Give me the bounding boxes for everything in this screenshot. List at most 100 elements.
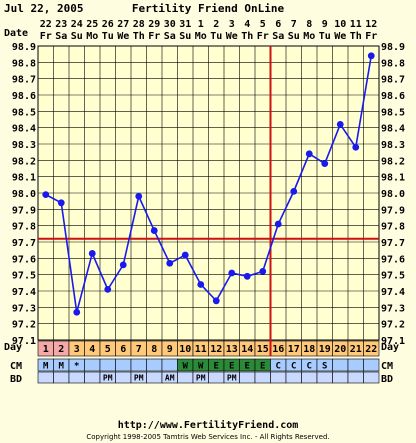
bd-cell xyxy=(332,371,349,384)
bd-value: AM xyxy=(165,374,175,383)
cm-value: E xyxy=(245,362,250,372)
date-number: 9 xyxy=(322,19,328,30)
date-number: 11 xyxy=(350,19,362,30)
y-tick-label-right: 98.4 xyxy=(381,124,405,135)
bd-cell xyxy=(84,371,101,384)
y-tick-label-right: 98.6 xyxy=(381,91,405,102)
y-tick-label-left: 97.7 xyxy=(12,238,36,249)
weekday-label: We xyxy=(117,31,129,42)
cm-row-label-right: CM xyxy=(381,361,393,372)
bd-cell xyxy=(285,371,302,384)
cycle-day-number: 20 xyxy=(334,344,346,355)
cm-cell xyxy=(84,358,101,372)
bd-cell xyxy=(68,371,85,384)
cycle-day-number: 10 xyxy=(179,344,191,355)
cycle-day-number: 5 xyxy=(105,344,111,355)
cm-value: C xyxy=(276,362,281,372)
date-number: 2 xyxy=(213,19,219,30)
temperature-point xyxy=(166,259,174,267)
temperature-point xyxy=(212,297,220,305)
weekday-label: Tu xyxy=(102,31,114,42)
bd-value: PM xyxy=(103,374,113,383)
cm-cell xyxy=(146,358,163,372)
axis-ticks: 98.9 98.9 98.8 98.8 98.7 98.7 98.6 98.6 98.5 98.5… xyxy=(12,42,405,347)
y-tick-label-right: 98.2 xyxy=(381,156,405,167)
weekday-label: Mo xyxy=(303,31,315,42)
cm-cell xyxy=(130,358,147,372)
y-tick-label-left: 98.6 xyxy=(12,91,36,102)
footer-copyright: Copyright 1998-2005 Tamtris Web Services… xyxy=(86,433,329,441)
temperature-point xyxy=(42,191,50,199)
weekday-label: Fr xyxy=(365,31,377,42)
date-number: 6 xyxy=(275,19,281,30)
cm-value: C xyxy=(291,362,296,372)
y-tick-label-left: 98.8 xyxy=(12,58,36,69)
weekday-label: Tu xyxy=(210,31,222,42)
temperature-point xyxy=(119,261,127,269)
bd-cell xyxy=(254,371,271,384)
header-date: Jul 22, 2005 xyxy=(4,2,83,15)
y-tick-label-right: 98.5 xyxy=(381,107,405,118)
date-number: 22 xyxy=(40,19,52,30)
temperature-line xyxy=(45,55,373,313)
y-tick-label-left: 97.4 xyxy=(12,287,36,298)
bd-value: PM xyxy=(227,374,237,383)
cm-value: C xyxy=(307,362,312,372)
y-tick-label-right: 97.5 xyxy=(381,271,405,282)
menses-marker: M xyxy=(59,362,65,372)
y-tick-label-left: 97.2 xyxy=(12,320,36,331)
date-number: 23 xyxy=(55,19,67,30)
cycle-day-number: 8 xyxy=(151,344,157,355)
menses-marker: M xyxy=(43,362,49,372)
bd-cell xyxy=(115,371,132,384)
weekday-label: Tu xyxy=(319,31,331,42)
y-tick-label-right: 97.1 xyxy=(381,336,405,347)
temperature-point xyxy=(274,220,282,228)
footer-url[interactable]: http://www.FertilityFriend.com xyxy=(118,419,299,431)
date-number: 24 xyxy=(71,19,83,30)
y-tick-label-left: 98.5 xyxy=(12,107,36,118)
cycle-day-number: 2 xyxy=(58,344,64,355)
y-tick-label-right: 97.2 xyxy=(381,320,405,331)
date-number: 4 xyxy=(244,19,250,30)
day-row-label-right: Day xyxy=(381,342,399,353)
temperature-point xyxy=(181,251,189,259)
weekday-label: Th xyxy=(241,31,253,42)
date-row-label: Date xyxy=(4,28,28,39)
temperature-point xyxy=(228,269,236,277)
cycle-day-number: 3 xyxy=(74,344,80,355)
cm-value: E xyxy=(229,362,234,372)
bd-cell xyxy=(146,371,163,384)
cycle-day-number: 11 xyxy=(195,344,207,355)
y-tick-label-right: 98.7 xyxy=(381,75,405,86)
menses-marker: * xyxy=(74,362,79,372)
weekday-label: Th xyxy=(350,31,362,42)
cm-value: W xyxy=(198,362,204,372)
cycle-day-number: 6 xyxy=(120,344,126,355)
bd-cell xyxy=(239,371,256,384)
weekday-label: Sa xyxy=(272,31,284,42)
date-number: 28 xyxy=(133,19,145,30)
temperature-point xyxy=(305,150,313,158)
y-tick-label-left: 97.5 xyxy=(12,271,36,282)
y-tick-label-left: 98.7 xyxy=(12,75,36,86)
cm-cell xyxy=(161,358,178,372)
bd-value: PM xyxy=(196,374,206,383)
cycle-day-number: 9 xyxy=(167,344,173,355)
date-number: 5 xyxy=(260,19,266,30)
y-tick-label-left: 98.0 xyxy=(12,189,36,200)
y-tick-label-left: 98.1 xyxy=(12,173,36,184)
bd-cell xyxy=(301,371,318,384)
y-tick-label-left: 97.3 xyxy=(12,303,36,314)
weekday-label: Fr xyxy=(40,31,52,42)
cycle-day-number: 21 xyxy=(350,344,362,355)
temperature-point xyxy=(336,121,344,128)
y-tick-label-left: 98.3 xyxy=(12,140,36,151)
bd-cell xyxy=(177,371,194,384)
temperature-point xyxy=(352,143,360,151)
cycle-day-number: 15 xyxy=(257,344,269,355)
weekday-label: Su xyxy=(179,31,191,42)
temperature-point xyxy=(367,52,375,60)
weekday-label: Fr xyxy=(148,31,160,42)
